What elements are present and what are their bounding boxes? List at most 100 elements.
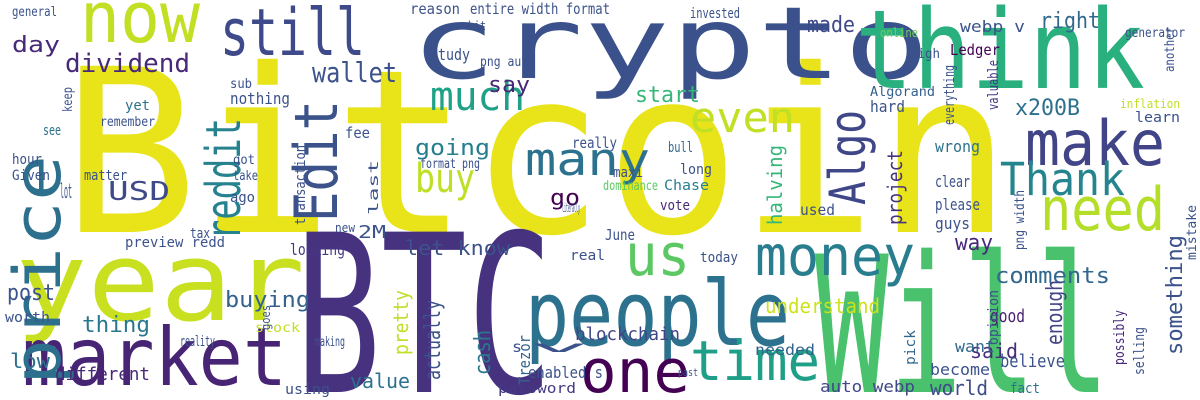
word: v (528, 338, 590, 356)
word: going (415, 136, 490, 161)
word: understand (765, 294, 880, 318)
word: new (335, 221, 356, 235)
word: take (233, 169, 258, 184)
word: cash (471, 330, 496, 375)
word: year (15, 218, 305, 346)
word: matter (84, 168, 127, 184)
word: said (970, 339, 1018, 363)
word: everything (942, 65, 958, 125)
word: people (525, 262, 790, 367)
word: vote (660, 198, 690, 214)
word: entire width format (470, 0, 610, 18)
word: password (498, 381, 576, 397)
word: png width (1013, 190, 1028, 250)
word: webp v (960, 17, 1025, 36)
word: yet (125, 98, 150, 114)
word: online (880, 26, 918, 40)
word: want (955, 337, 995, 356)
word: need (1040, 175, 1165, 245)
word: keep (61, 87, 76, 112)
word: reason (410, 0, 460, 18)
word: possibly (1112, 310, 1128, 365)
word: us (625, 221, 690, 289)
word: wrong (935, 137, 980, 156)
word: see (43, 123, 61, 139)
word: opinion (986, 290, 1002, 345)
word: comments (995, 264, 1110, 289)
word: world (930, 376, 988, 400)
word: selling (1132, 327, 1148, 375)
word: halving (763, 145, 787, 225)
word: mistake (1185, 205, 1200, 260)
word: dominance (603, 179, 658, 194)
word: believe (1000, 351, 1065, 372)
word: study (430, 45, 470, 64)
word: today (700, 250, 738, 266)
word: buying (225, 288, 310, 313)
word: actually (421, 300, 446, 380)
word: post (7, 281, 55, 306)
word: reality (180, 334, 215, 350)
word: Algo (819, 110, 877, 205)
word: project (883, 150, 907, 225)
word: Given (12, 168, 50, 184)
word: day (12, 33, 60, 58)
word: stock (255, 321, 300, 336)
word: auto webp (820, 377, 915, 396)
word: something (1163, 235, 1188, 355)
word: even (690, 93, 795, 142)
word: enabled s (528, 363, 603, 382)
word: clear (935, 172, 970, 191)
word: much (430, 74, 525, 120)
word: one (580, 337, 690, 400)
word: valuable (986, 60, 1002, 110)
word: think (855, 0, 1145, 114)
word: still (220, 0, 365, 71)
word: learn (1135, 110, 1180, 126)
word: lot (60, 179, 72, 203)
word: tax (190, 226, 210, 242)
word: used (800, 201, 835, 219)
word: time (690, 329, 820, 393)
word: bull (668, 140, 693, 156)
word: maxi (613, 165, 643, 181)
word: transaction (293, 145, 309, 225)
word: made (807, 13, 855, 38)
word: fee (345, 124, 370, 142)
word: good (990, 306, 1025, 327)
word: let know (405, 236, 511, 260)
word: BTC (295, 188, 553, 400)
word: low (10, 349, 51, 373)
word: goes (259, 305, 273, 330)
word: start (635, 83, 700, 108)
word: really (572, 134, 617, 152)
word: fact (1010, 381, 1040, 397)
word: invested (690, 6, 740, 22)
word: many (525, 133, 650, 186)
word: s (512, 338, 522, 356)
word: reddit (196, 118, 252, 240)
word: 2M (358, 222, 386, 243)
word: market (22, 311, 287, 400)
word: Chase (664, 178, 709, 194)
word: last (367, 160, 382, 215)
word: looking (290, 240, 345, 259)
word: make (1025, 107, 1165, 180)
word: remember (100, 115, 155, 130)
word: using (285, 382, 330, 398)
word: value (350, 369, 410, 393)
word: USD (108, 177, 170, 207)
word: now (80, 0, 201, 59)
word: dividend (65, 49, 190, 79)
word: png auto (480, 55, 535, 70)
word: sub (230, 77, 252, 92)
word: real (570, 248, 605, 264)
word: way (955, 231, 993, 256)
word: needed (755, 341, 815, 359)
word: hard (870, 97, 905, 116)
word: literally (562, 201, 580, 215)
word: general (12, 5, 57, 20)
word: Algorand (870, 85, 935, 100)
